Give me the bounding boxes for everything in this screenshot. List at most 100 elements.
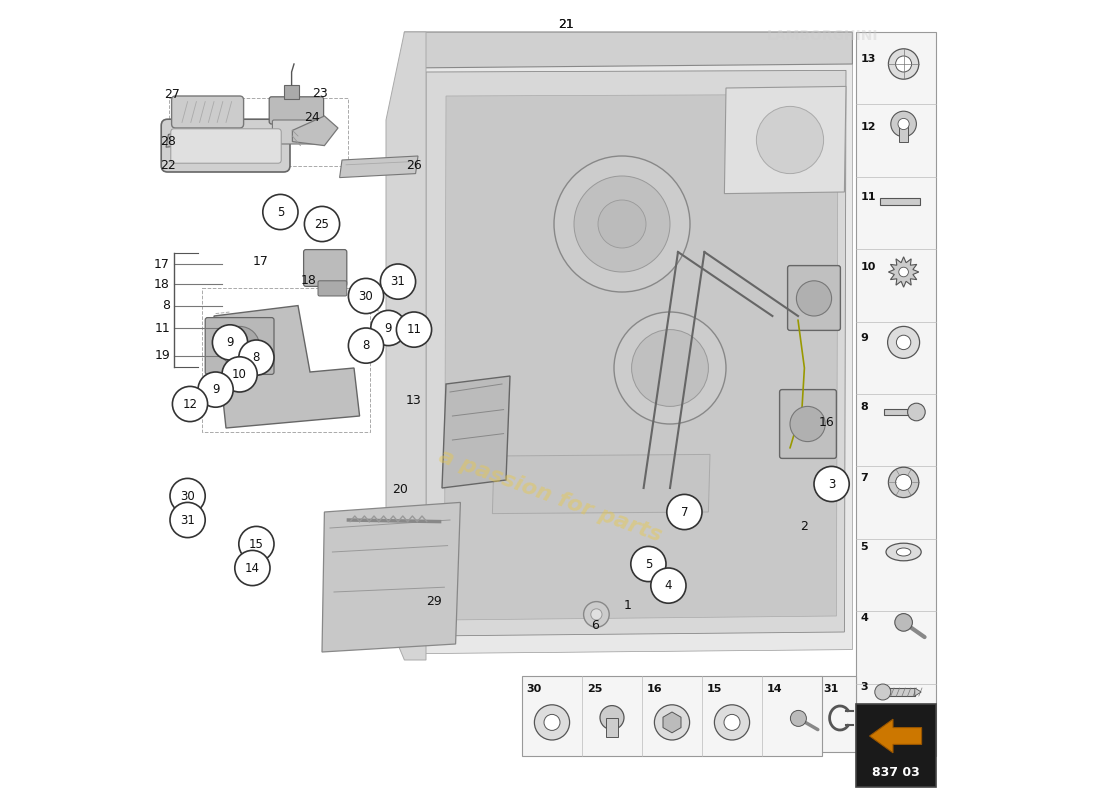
Text: 16: 16 [818, 416, 835, 429]
Polygon shape [405, 36, 852, 654]
Circle shape [220, 326, 260, 366]
Polygon shape [915, 688, 921, 696]
Polygon shape [340, 156, 418, 178]
Circle shape [889, 467, 918, 498]
Ellipse shape [886, 543, 921, 561]
Text: 837 03: 837 03 [871, 766, 920, 779]
FancyBboxPatch shape [172, 96, 243, 128]
Text: 11: 11 [154, 322, 170, 334]
Text: 1: 1 [624, 599, 631, 612]
Text: 8: 8 [253, 351, 260, 364]
Circle shape [239, 526, 274, 562]
Text: 9: 9 [860, 333, 868, 342]
FancyBboxPatch shape [780, 390, 836, 458]
Text: 15: 15 [707, 684, 723, 694]
Polygon shape [444, 94, 838, 620]
Text: 9: 9 [385, 322, 392, 334]
Polygon shape [870, 719, 922, 753]
Bar [522, 676, 822, 756]
Circle shape [898, 118, 910, 130]
Circle shape [600, 706, 624, 730]
Text: 31: 31 [390, 275, 406, 288]
Circle shape [651, 568, 686, 603]
Circle shape [381, 264, 416, 299]
Bar [880, 198, 920, 205]
Text: 11: 11 [407, 323, 421, 336]
Text: 14: 14 [767, 684, 782, 694]
Text: 23: 23 [311, 87, 328, 100]
FancyBboxPatch shape [270, 97, 323, 124]
Bar [820, 676, 856, 752]
Text: 14: 14 [245, 562, 260, 574]
FancyBboxPatch shape [304, 250, 346, 286]
Circle shape [173, 386, 208, 422]
Circle shape [814, 466, 849, 502]
Circle shape [874, 684, 891, 700]
FancyBboxPatch shape [318, 281, 346, 296]
Circle shape [535, 705, 570, 740]
Bar [285, 85, 299, 99]
Circle shape [396, 312, 431, 347]
Circle shape [791, 710, 806, 726]
FancyBboxPatch shape [206, 318, 274, 374]
Text: 24: 24 [304, 111, 319, 124]
Text: 9: 9 [212, 383, 219, 396]
Text: 11: 11 [860, 192, 876, 202]
Text: 22: 22 [160, 159, 176, 172]
Circle shape [631, 330, 708, 406]
Bar [856, 32, 936, 756]
Polygon shape [322, 502, 461, 652]
Circle shape [895, 474, 912, 490]
Polygon shape [405, 32, 852, 68]
Circle shape [349, 278, 384, 314]
Circle shape [899, 267, 909, 277]
Text: a passion for parts: a passion for parts [436, 446, 664, 546]
Circle shape [239, 340, 274, 375]
Circle shape [212, 325, 248, 360]
Polygon shape [493, 454, 710, 514]
Text: 5: 5 [645, 558, 652, 570]
Text: 5: 5 [860, 542, 868, 552]
Text: 12: 12 [183, 398, 198, 410]
Circle shape [591, 609, 602, 620]
Text: 3: 3 [828, 478, 835, 490]
Polygon shape [386, 32, 426, 660]
Ellipse shape [896, 548, 911, 556]
Circle shape [894, 614, 912, 631]
Circle shape [757, 106, 824, 174]
Text: 20: 20 [393, 483, 408, 496]
Polygon shape [725, 86, 846, 194]
Text: 25: 25 [315, 218, 329, 230]
Text: 18: 18 [300, 274, 317, 286]
Text: 26: 26 [406, 159, 422, 172]
FancyBboxPatch shape [788, 266, 840, 330]
Text: 5: 5 [277, 206, 284, 218]
Text: 28: 28 [160, 135, 176, 148]
Circle shape [584, 602, 609, 627]
Polygon shape [663, 712, 681, 733]
Text: 12: 12 [860, 122, 876, 132]
Text: 19: 19 [154, 350, 170, 362]
Circle shape [908, 403, 925, 421]
Text: 31: 31 [824, 684, 839, 694]
Circle shape [895, 56, 912, 72]
Text: 30: 30 [527, 684, 542, 694]
Circle shape [888, 326, 920, 358]
Circle shape [544, 714, 560, 730]
Text: 4: 4 [860, 613, 868, 622]
Text: 10: 10 [860, 262, 876, 272]
Polygon shape [214, 306, 360, 428]
Text: 31: 31 [180, 514, 195, 526]
FancyBboxPatch shape [170, 129, 282, 163]
Bar [883, 409, 911, 415]
Text: 21: 21 [558, 18, 574, 30]
Polygon shape [889, 257, 918, 287]
Circle shape [724, 714, 740, 730]
Text: 30: 30 [359, 290, 373, 302]
Text: 21: 21 [558, 18, 574, 30]
Circle shape [796, 281, 832, 316]
Text: 8: 8 [162, 299, 170, 312]
Bar [606, 718, 617, 737]
Text: 10: 10 [232, 368, 248, 381]
Text: 9: 9 [227, 336, 233, 349]
